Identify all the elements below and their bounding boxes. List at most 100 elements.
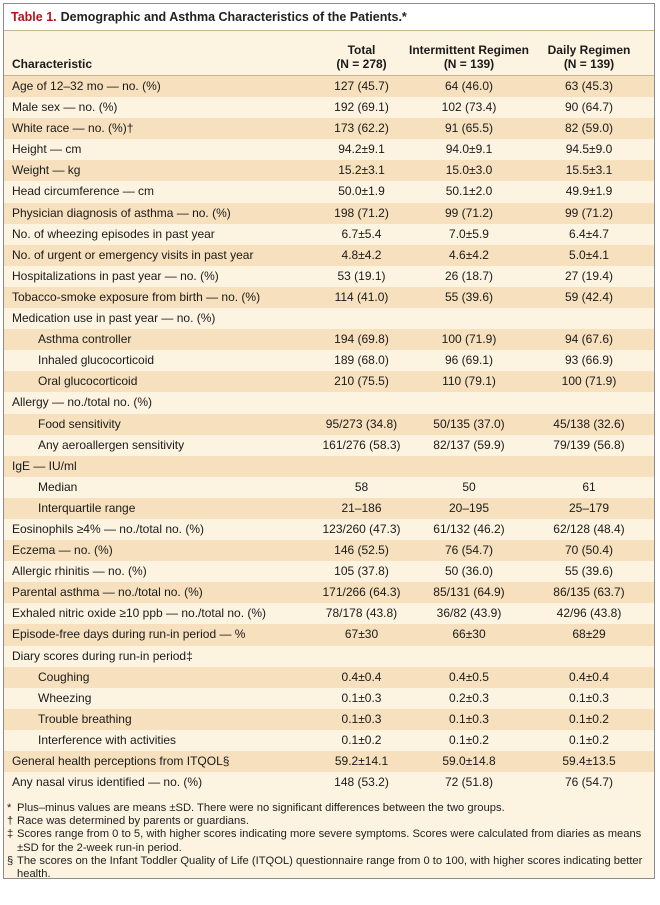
- cell-daily: 42/96 (43.8): [556, 606, 622, 621]
- cell-intermittent: 50 (36.0): [444, 564, 494, 579]
- row-label: Oral glucocorticoid: [38, 374, 138, 389]
- cell-daily: 99 (71.2): [564, 205, 614, 220]
- cell-intermittent: 61/132 (46.2): [433, 521, 505, 536]
- footnote-symbol: †: [7, 815, 14, 828]
- header-total-n: (N = 278): [336, 57, 387, 71]
- table-row: Trouble breathing 0.1±0.3 0.1±0.3 0.1±0.2: [4, 708, 654, 730]
- cell-daily: 0.4±0.4: [569, 669, 609, 684]
- table-row: No. of urgent or emergency visits in pas…: [4, 244, 654, 266]
- row-label: Exhaled nitric oxide ≥10 ppb — no./total…: [12, 606, 267, 621]
- table-row: Asthma controller 194 (69.8) 100 (71.9) 94 …: [4, 329, 654, 351]
- row-label: Allergic rhinitis — no. (%): [12, 564, 147, 579]
- header-total-name: Total: [347, 43, 376, 57]
- footnote-symbol: §: [7, 854, 14, 867]
- table-row: White race — no. (%)† 173 (62.2) 91 (65.5)…: [4, 118, 654, 140]
- table-row: Allergy — no./total no. (%): [4, 392, 654, 413]
- footnotes: * Plus–minus values are means ±SD. There …: [7, 802, 647, 881]
- cell-daily: 49.9±1.9: [565, 184, 613, 199]
- footnote-text: Scores range from 0 to 5, with higher sc…: [17, 828, 642, 854]
- cell-total: 198 (71.2): [334, 205, 389, 220]
- cell-daily: 86/135 (63.7): [553, 585, 625, 600]
- table-row: Interference with activities 0.1±0.2 0.1±0…: [4, 730, 654, 751]
- cell-total: 0.1±0.2: [341, 732, 382, 747]
- row-label: Any nasal virus identified — no. (%): [12, 775, 203, 790]
- cell-intermittent: 94.0±9.1: [445, 142, 493, 157]
- cell-daily: 27 (19.4): [564, 268, 614, 283]
- cell-daily: 59.4±13.5: [562, 754, 616, 768]
- cell-total: 53 (19.1): [337, 268, 386, 283]
- cell-intermittent: 91 (65.5): [444, 121, 494, 136]
- cell-intermittent: 50.1±2.0: [445, 184, 493, 199]
- row-label: Height — cm: [12, 142, 82, 157]
- cell-intermittent: 0.1±0.3: [449, 711, 489, 726]
- cell-daily: 0.1±0.2: [569, 711, 609, 726]
- row-label: Asthma controller: [38, 332, 132, 347]
- footnote-symbol: *: [7, 802, 12, 814]
- table-row: IgE — IU/ml: [4, 455, 654, 477]
- cell-intermittent: 0.4±0.5: [449, 669, 489, 684]
- cell-intermittent: 82/137 (59.9): [433, 437, 505, 452]
- row-label: Diary scores during run-in period‡: [12, 648, 193, 663]
- cell-total: 210 (75.5): [334, 374, 389, 389]
- cell-daily: 93 (66.9): [564, 353, 614, 368]
- table-row: Eosinophils ≥4% — no./total no. (%) 123/2…: [4, 519, 654, 540]
- row-label: Age of 12–32 mo — no. (%): [12, 79, 161, 93]
- cell-total: 189 (68.0): [334, 353, 389, 368]
- cell-daily: 59 (42.4): [564, 289, 614, 304]
- cell-intermittent: 99 (71.2): [444, 205, 494, 220]
- cell-intermittent: 7.0±5.9: [449, 226, 489, 241]
- cell-total: 171/266 (64.3): [322, 585, 401, 600]
- cell-intermittent: 15.0±3.0: [445, 163, 493, 178]
- cell-daily: 15.5±3.1: [565, 163, 613, 178]
- cell-daily: 62/128 (48.4): [553, 521, 625, 536]
- cell-total: 21–186: [341, 500, 382, 515]
- row-label: Coughing: [38, 669, 90, 684]
- table-row: Wheezing 0.1±0.3 0.2±0.3 0.1±0.3: [4, 688, 654, 709]
- row-label: Trouble breathing: [38, 711, 132, 726]
- header-daily: Daily Regimen (N = 139): [534, 43, 644, 71]
- cell-total: 58: [354, 479, 369, 494]
- row-label: Eosinophils ≥4% — no./total no. (%): [12, 521, 205, 536]
- table-label: Table 1.: [11, 10, 57, 24]
- cell-total: 127 (45.7): [334, 79, 389, 93]
- row-label: Allergy — no./total no. (%): [12, 395, 153, 410]
- cell-daily: 0.1±0.2: [569, 732, 609, 747]
- row-label: Medication use in past year — no. (%): [12, 311, 216, 326]
- row-label: Any aeroallergen sensitivity: [38, 437, 185, 452]
- cell-total: 0.1±0.3: [341, 711, 382, 726]
- cell-total: 161/276 (58.3): [322, 437, 401, 452]
- table-row: Head circumference — cm 50.0±1.9 50.1±2.0 4…: [4, 181, 654, 202]
- table-title: Demographic and Asthma Characteristics o…: [60, 10, 407, 24]
- row-label: Weight — kg: [12, 163, 81, 178]
- header-intermittent: Intermittent Regimen (N = 139): [404, 43, 534, 71]
- row-label: Male sex — no. (%): [12, 100, 118, 115]
- cell-total: 78/178 (43.8): [325, 606, 398, 621]
- cell-daily: 6.4±4.7: [569, 226, 609, 241]
- cell-daily: 0.1±0.3: [569, 690, 609, 705]
- row-label: Tobacco-smoke exposure from birth — no. …: [12, 289, 261, 304]
- row-label: Eczema — no. (%): [12, 543, 113, 558]
- table-row: Median 58 50 61: [4, 477, 654, 498]
- cell-total: 59.2±14.1: [334, 754, 389, 768]
- cell-intermittent: 110 (79.1): [442, 374, 496, 389]
- footnote: * Plus–minus values are means ±SD. There …: [7, 802, 647, 815]
- row-label: No. of urgent or emergency visits in pas…: [12, 247, 254, 262]
- cell-intermittent: 50: [462, 479, 476, 494]
- table-header: Characteristic Total (N = 278) Intermitt…: [4, 31, 654, 76]
- row-label: No. of wheezing episodes in past year: [12, 226, 215, 241]
- cell-intermittent: 64 (46.0): [444, 79, 494, 93]
- table-row: Exhaled nitric oxide ≥10 ppb — no./total…: [4, 603, 654, 624]
- cell-total: 194 (69.8): [334, 332, 389, 347]
- table-row: Episode-free days during run-in period —…: [4, 624, 654, 646]
- table-row: Eczema — no. (%) 146 (52.5) 76 (54.7) 70 (5…: [4, 540, 654, 562]
- cell-daily: 45/138 (32.6): [553, 416, 625, 431]
- cell-intermittent: 72 (51.8): [444, 775, 494, 790]
- footnote: ‡ Scores range from 0 to 5, with higher s…: [7, 828, 647, 854]
- cell-intermittent: 66±30: [452, 627, 486, 642]
- table-row: Parental asthma — no./total no. (%) 171/2…: [4, 582, 654, 604]
- footnote-text: The scores on the Infant Toddler Quality…: [17, 854, 643, 881]
- cell-total: 114 (41.0): [334, 289, 389, 304]
- table-row: Medication use in past year — no. (%): [4, 308, 654, 329]
- row-label: Physician diagnosis of asthma — no. (%): [12, 205, 231, 220]
- row-label: Wheezing: [38, 690, 92, 705]
